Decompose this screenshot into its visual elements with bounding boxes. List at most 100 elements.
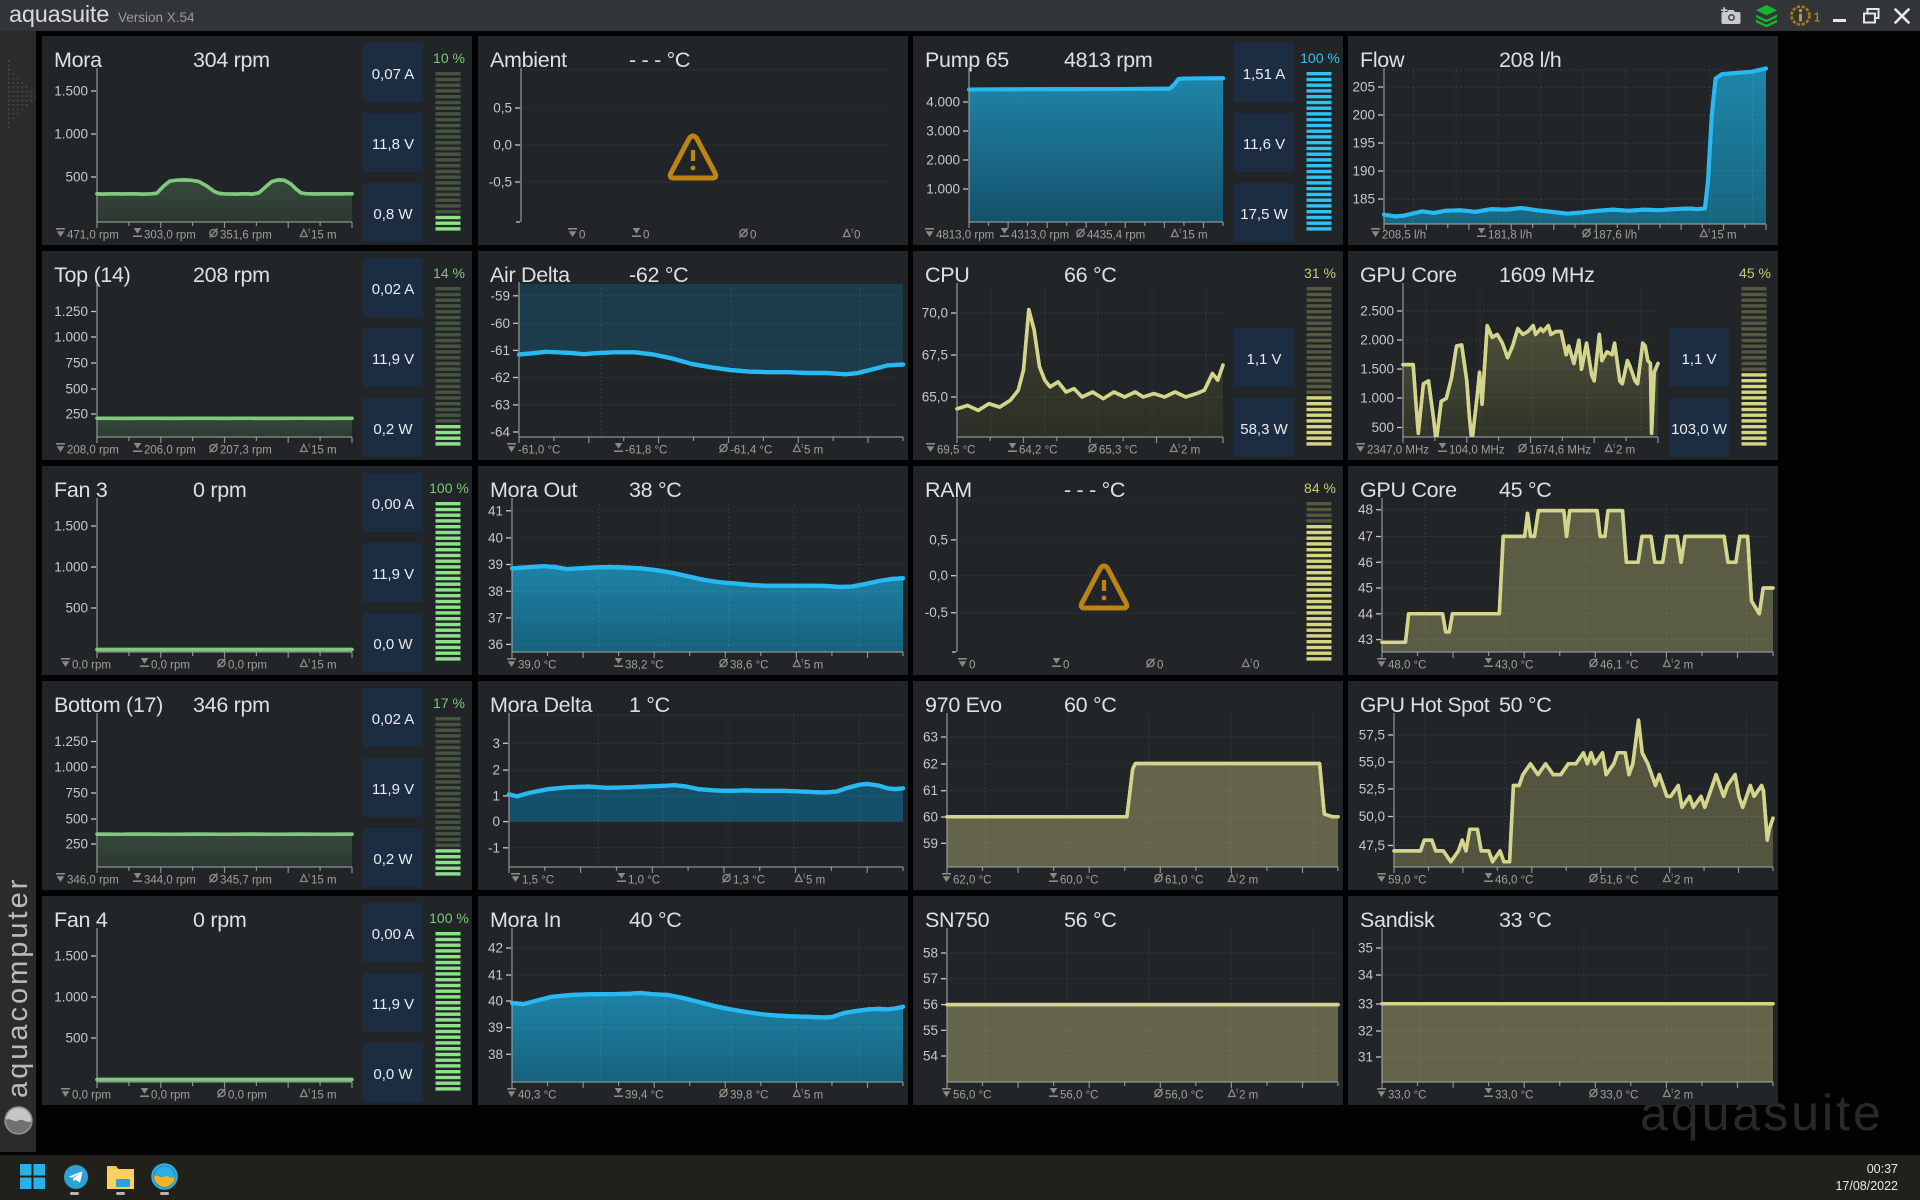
svg-text:2 m: 2 m: [1674, 1090, 1693, 1102]
svg-text:200: 200: [1352, 108, 1375, 123]
svg-text:500: 500: [65, 1031, 88, 1046]
svg-text:2 m: 2 m: [1239, 875, 1258, 887]
svg-text:0,2 W: 0,2 W: [373, 851, 413, 868]
svg-text:40 °C: 40 °C: [629, 908, 682, 932]
svg-text:-61,4 °C: -61,4 °C: [730, 445, 772, 457]
svg-text:195: 195: [1352, 136, 1375, 151]
svg-text:0,0 W: 0,0 W: [373, 1066, 413, 1083]
svg-text:Top (14): Top (14): [54, 263, 130, 287]
svg-text:Air Delta: Air Delta: [490, 263, 570, 287]
svg-text:4435,4 rpm: 4435,4 rpm: [1087, 230, 1145, 242]
svg-text:208,5 l/h: 208,5 l/h: [1382, 230, 1426, 242]
svg-text:32: 32: [1358, 1024, 1373, 1039]
svg-text:40,3 °C: 40,3 °C: [518, 1090, 556, 1102]
svg-text:1.000: 1.000: [54, 330, 88, 345]
svg-text:RAM: RAM: [925, 478, 972, 502]
svg-text:65,0: 65,0: [922, 390, 948, 405]
svg-text:208 l/h: 208 l/h: [1499, 48, 1561, 72]
svg-text:-62 °C: -62 °C: [629, 263, 688, 287]
svg-text:t: t: [1671, 873, 1673, 880]
svg-text:1609 MHz: 1609 MHz: [1499, 263, 1595, 287]
svg-text:1.500: 1.500: [1360, 362, 1394, 377]
svg-text:11,9 V: 11,9 V: [372, 566, 414, 583]
svg-text:t: t: [308, 873, 310, 880]
svg-text:17 %: 17 %: [433, 695, 465, 711]
svg-text:59: 59: [923, 836, 938, 851]
svg-text:5 m: 5 m: [804, 1090, 823, 1102]
svg-text:33: 33: [1358, 997, 1373, 1012]
svg-text:0,8 W: 0,8 W: [373, 206, 413, 223]
svg-text:67,5: 67,5: [922, 348, 948, 363]
svg-text:187,6 l/h: 187,6 l/h: [1593, 230, 1637, 242]
svg-text:0,0 rpm: 0,0 rpm: [228, 660, 267, 672]
svg-text:2: 2: [492, 763, 500, 778]
svg-text:1,1 V: 1,1 V: [1681, 351, 1716, 368]
svg-text:-61,0 °C: -61,0 °C: [518, 445, 560, 457]
svg-text:33 °C: 33 °C: [1499, 908, 1552, 932]
svg-text:t: t: [801, 1088, 803, 1095]
svg-text:-1: -1: [488, 840, 500, 855]
svg-text:304 rpm: 304 rpm: [193, 48, 270, 72]
svg-text:-61: -61: [490, 343, 510, 358]
svg-text:0,5: 0,5: [493, 101, 512, 116]
svg-text:t: t: [1613, 443, 1615, 450]
svg-text:- - - °C: - - - °C: [1064, 478, 1125, 502]
svg-text:41: 41: [488, 968, 503, 983]
svg-text:2 m: 2 m: [1181, 445, 1200, 457]
svg-text:65,3 °C: 65,3 °C: [1099, 445, 1137, 457]
svg-text:970 Evo: 970 Evo: [925, 693, 1002, 717]
svg-text:61,0 °C: 61,0 °C: [1165, 875, 1203, 887]
svg-text:0: 0: [1253, 660, 1259, 672]
svg-text:t: t: [1708, 228, 1710, 235]
svg-text:1,1 V: 1,1 V: [1246, 351, 1281, 368]
svg-text:31: 31: [1358, 1050, 1373, 1065]
svg-text:55,0: 55,0: [1359, 755, 1385, 770]
svg-text:-0,5: -0,5: [489, 175, 512, 190]
svg-text:0,02 A: 0,02 A: [372, 711, 415, 728]
svg-text:11,9 V: 11,9 V: [372, 351, 414, 368]
svg-text:41: 41: [488, 503, 503, 518]
svg-text:57,5: 57,5: [1359, 728, 1385, 743]
svg-text:2.000: 2.000: [926, 153, 960, 168]
svg-text:0,0: 0,0: [493, 138, 512, 153]
svg-text:Bottom (17): Bottom (17): [54, 693, 163, 717]
svg-text:103,0 W: 103,0 W: [1671, 421, 1728, 438]
svg-text:0 rpm: 0 rpm: [193, 908, 246, 932]
svg-text:5 m: 5 m: [804, 660, 823, 672]
svg-text:t: t: [308, 1088, 310, 1095]
svg-text:15 m: 15 m: [311, 875, 337, 887]
svg-text:250: 250: [65, 837, 88, 852]
svg-text:62: 62: [923, 757, 938, 772]
svg-text:t: t: [1671, 1088, 1673, 1095]
svg-text:1,3 °C: 1,3 °C: [733, 875, 765, 887]
svg-text:66 °C: 66 °C: [1064, 263, 1117, 287]
svg-text:0: 0: [1063, 660, 1069, 672]
svg-text:33,0 °C: 33,0 °C: [1388, 1090, 1426, 1102]
svg-text:181,8 l/h: 181,8 l/h: [1488, 230, 1532, 242]
svg-text:t: t: [1250, 658, 1252, 665]
svg-text:15 m: 15 m: [311, 660, 337, 672]
svg-text:t: t: [851, 228, 853, 235]
svg-text:2 m: 2 m: [1674, 875, 1693, 887]
svg-text:0 rpm: 0 rpm: [193, 478, 246, 502]
svg-text:2 m: 2 m: [1616, 445, 1635, 457]
svg-text:1.000: 1.000: [54, 127, 88, 142]
svg-text:56,0 °C: 56,0 °C: [953, 1090, 991, 1102]
svg-text:60: 60: [923, 810, 938, 825]
svg-text:1,51 A: 1,51 A: [1243, 66, 1286, 83]
svg-text:1.500: 1.500: [54, 519, 88, 534]
svg-text:15 m: 15 m: [311, 1090, 337, 1102]
svg-text:36: 36: [488, 637, 503, 652]
svg-text:61: 61: [923, 783, 938, 798]
svg-text:0,5: 0,5: [929, 532, 948, 547]
svg-text:750: 750: [65, 356, 88, 371]
svg-text:52,5: 52,5: [1359, 782, 1385, 797]
svg-text:0,0 rpm: 0,0 rpm: [151, 660, 190, 672]
svg-text:0: 0: [969, 660, 975, 672]
svg-text:Ambient: Ambient: [490, 48, 567, 72]
svg-text:GPU Core: GPU Core: [1360, 263, 1457, 287]
svg-text:500: 500: [65, 812, 88, 827]
svg-text:-64: -64: [490, 425, 510, 440]
svg-text:- - - °C: - - - °C: [629, 48, 690, 72]
svg-text:11,9 V: 11,9 V: [372, 996, 414, 1013]
